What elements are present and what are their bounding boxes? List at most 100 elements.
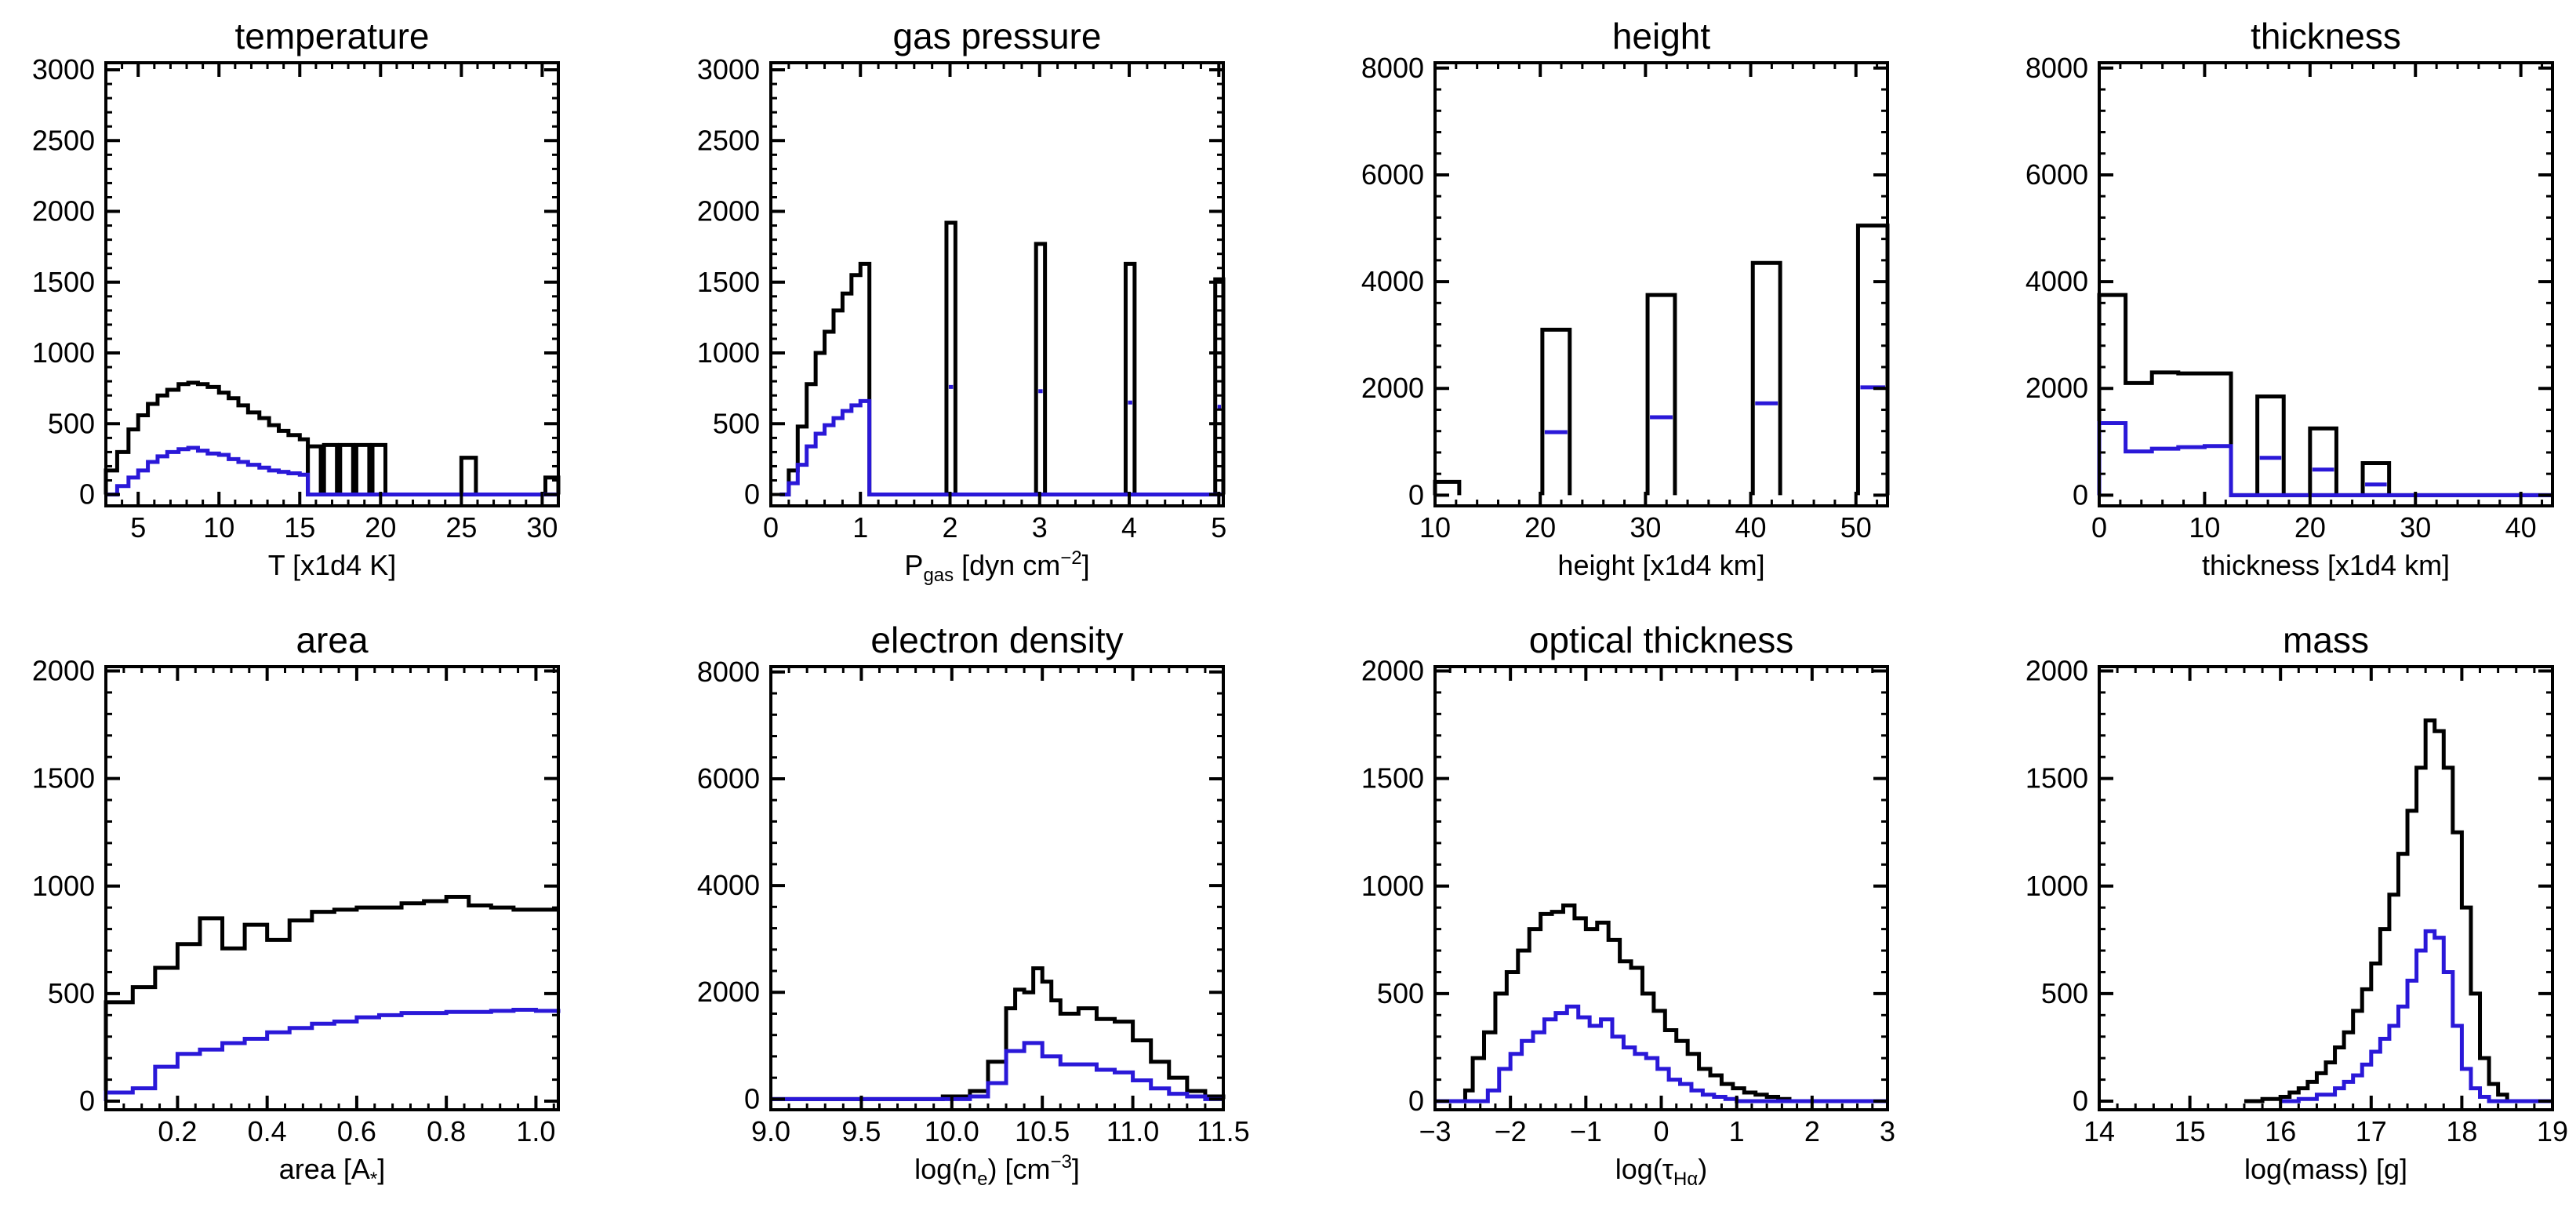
panel-gas-pressure: gas pressure 0 1 2 3 4 5 0 500 1000 1500 2000 2500 30… — [697, 16, 1226, 586]
panel-height: height 10 20 30 40 50 0 2000 4000 6000 8000 height … — [1361, 16, 1890, 581]
x-tick-label: 30 — [1630, 511, 1661, 544]
subset-series-step-line — [2097, 420, 2552, 497]
total-series-step-line — [779, 261, 1223, 497]
y-tick-label: 500 — [2041, 977, 2088, 1009]
x-axis-label: Pgas [dyn cm−2] — [904, 547, 1089, 586]
plot-frame — [2098, 61, 2554, 507]
y-tick-label: 1000 — [1361, 870, 1424, 902]
x-axis-label: area [A*] — [279, 1153, 385, 1190]
x-tick-label: 10 — [203, 511, 234, 544]
total-series-bar — [370, 442, 388, 495]
x-tick-label: 15 — [284, 511, 315, 544]
x-axis-label-part: ) — [1698, 1153, 1707, 1185]
y-tick-label: 0 — [744, 1082, 760, 1114]
x-tick-label: 11.0 — [1106, 1115, 1159, 1147]
x-tick-label: 3 — [1032, 511, 1048, 544]
plot-frame — [104, 61, 560, 507]
total-series-bar — [338, 442, 355, 495]
x-tick-label: 0.2 — [158, 1115, 197, 1147]
y-tick-label: 0 — [744, 478, 760, 511]
x-axis-label: log(mass) [g] — [2244, 1153, 2407, 1185]
y-tick-label: 1500 — [32, 762, 95, 794]
x-tick-label: 16 — [2265, 1115, 2296, 1147]
total-series-step-line — [771, 966, 1226, 1101]
total-series-bar — [2360, 461, 2392, 496]
x-tick-label: 9.0 — [751, 1115, 790, 1147]
y-tick-label: 6000 — [1361, 158, 1424, 191]
x-tick-label: 10.5 — [1015, 1115, 1070, 1147]
total-series-bar — [944, 220, 957, 495]
x-tick-label: 5 — [130, 511, 146, 544]
panel-mass: mass 14 15 16 17 18 19 0 500 1000 1500 2000 log(mass… — [2026, 620, 2568, 1185]
x-tick-label: 40 — [1735, 511, 1767, 544]
y-tick-label: 500 — [48, 977, 95, 1009]
y-tick-label: 2000 — [697, 976, 760, 1008]
x-axis-label-part: −2 — [1060, 547, 1081, 569]
x-axis-label-part: ] — [1072, 1153, 1080, 1185]
y-tick-label: 0 — [1408, 1085, 1424, 1117]
x-tick-label: 10 — [1419, 511, 1451, 544]
subset-series-step-line — [104, 1007, 561, 1102]
plot-frame — [104, 665, 560, 1111]
x-axis-label-part: log(n — [914, 1153, 977, 1185]
y-tick-label: 2000 — [2026, 372, 2088, 404]
y-tick-label: 2000 — [32, 195, 95, 227]
x-axis-label-part: height [x1d4 km] — [1557, 549, 1764, 581]
total-series-bar — [1123, 261, 1137, 495]
total-series-bar — [459, 456, 478, 495]
panel-title: gas pressure — [893, 16, 1102, 56]
x-axis-label-part: log(τ — [1615, 1153, 1673, 1185]
x-tick-label: 20 — [1524, 511, 1556, 544]
x-tick-label: 10.0 — [925, 1115, 979, 1147]
y-tick-label: 0 — [2073, 1085, 2088, 1117]
x-axis-label-part: area [A — [279, 1153, 370, 1185]
x-axis-label-part: ) [cm — [988, 1153, 1051, 1185]
x-tick-label: 40 — [2505, 511, 2537, 544]
subset-series-step-line — [106, 445, 558, 497]
y-tick-label: 1500 — [2026, 762, 2088, 794]
y-tick-label: 1000 — [32, 870, 95, 902]
panel-title: thickness — [2251, 16, 2401, 56]
x-tick-label: −3 — [1419, 1115, 1451, 1147]
x-axis-label-part: ] — [1082, 549, 1090, 581]
total-series-step-line — [2244, 718, 2552, 1103]
x-tick-label: 30 — [526, 511, 558, 544]
plot-frame — [1433, 61, 1889, 507]
panel-title: temperature — [234, 16, 429, 56]
total-series-bar — [354, 442, 372, 495]
x-tick-label: 5 — [1211, 511, 1226, 544]
y-tick-label: 0 — [79, 1085, 95, 1117]
x-tick-label: 18 — [2446, 1115, 2477, 1147]
x-tick-label: 20 — [365, 511, 396, 544]
panel-title: electron density — [870, 620, 1123, 660]
total-series-bar — [1034, 242, 1048, 495]
x-axis-label: thickness [x1d4 km] — [2202, 549, 2450, 581]
y-tick-label: 2000 — [32, 654, 95, 686]
y-tick-label: 6000 — [2026, 158, 2088, 191]
x-tick-label: 0.8 — [427, 1115, 466, 1147]
y-tick-label: 6000 — [697, 762, 760, 794]
subset-series-step-line — [771, 1041, 1223, 1101]
total-series-bar — [306, 444, 323, 495]
x-axis-label-part: T [x1d4 K] — [268, 549, 396, 581]
x-axis-label-part: Hα — [1673, 1169, 1698, 1190]
x-tick-label: 1 — [852, 511, 868, 544]
y-tick-label: 1500 — [1361, 762, 1424, 794]
y-tick-label: 1500 — [697, 266, 760, 298]
x-axis-label: T [x1d4 K] — [268, 549, 396, 581]
x-tick-label: 20 — [2294, 511, 2326, 544]
plot-frame — [769, 665, 1225, 1111]
x-tick-label: −2 — [1495, 1115, 1527, 1147]
total-series-bar — [1750, 260, 1782, 496]
y-tick-label: 2500 — [697, 124, 760, 156]
plot-frame — [1433, 665, 1889, 1111]
x-tick-label: 17 — [2356, 1115, 2387, 1147]
y-tick-label: 1000 — [2026, 870, 2088, 902]
y-tick-label: 1500 — [32, 266, 95, 298]
x-tick-label: 11.5 — [1197, 1115, 1249, 1147]
x-tick-label: 50 — [1840, 511, 1872, 544]
panel-thickness: thickness 0 10 20 30 40 0 2000 4000 6000 8000 thick… — [2026, 16, 2554, 581]
x-axis-label-part: gas — [923, 565, 954, 586]
y-tick-label: 2000 — [2026, 654, 2088, 686]
total-series-step-line — [2097, 293, 2552, 497]
